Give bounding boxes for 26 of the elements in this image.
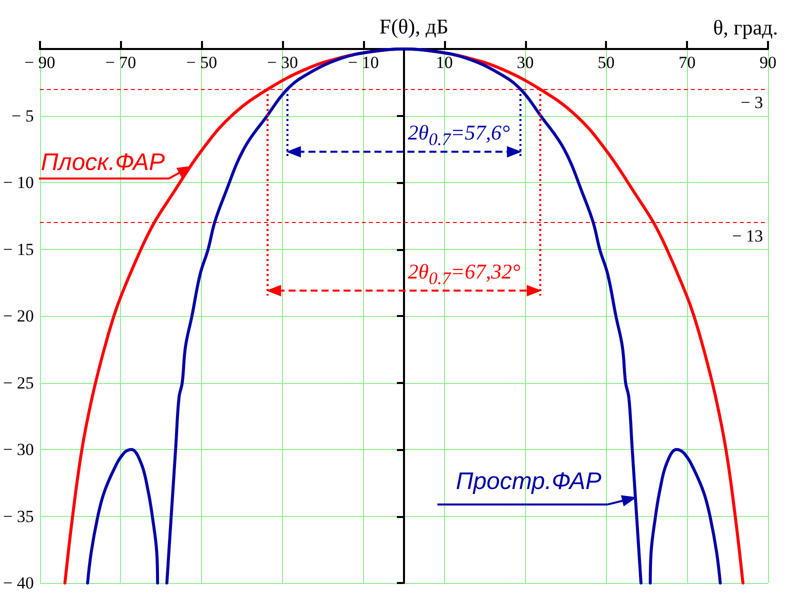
x-tick-label: 90 [760,53,776,72]
x-axis-title: θ, град. [713,16,778,40]
x-tick-label: 10 [436,53,453,72]
ref-line-label: − 3 [740,93,763,112]
x-tick-label: − 90 [24,53,56,72]
x-tick-label: − 10 [348,53,379,72]
y-tick-label: − 30 [2,440,34,459]
y-tick-label: − 35 [2,506,34,526]
annotation: 2θ$_{0.7}$=67,32° [408,259,520,288]
annotation: 2θ$_{0.7}$=57,6° [408,120,510,149]
x-tick-label: 50 [598,53,615,72]
y-axis-title: F(θ), дБ [379,14,448,38]
series-label: Простр.ФАР [456,468,602,496]
y-tick-label: − 10 [2,173,34,192]
y-tick-label: − 15 [2,240,34,259]
legend-label: Плоск.ФАР [40,148,165,176]
ref-line-label: − 13 [732,226,763,246]
x-tick-label: 30 [516,53,534,72]
y-tick-label: − 5 [11,106,34,126]
x-tick-label: − 50 [186,53,218,72]
y-tick-label: − 20 [2,306,34,326]
y-tick-label: − 40 [2,574,34,592]
x-tick-label: 70 [678,53,696,72]
y-tick-label: − 25 [2,373,34,392]
x-tick-label: − 30 [267,53,298,72]
x-tick-label: − 70 [105,53,136,72]
